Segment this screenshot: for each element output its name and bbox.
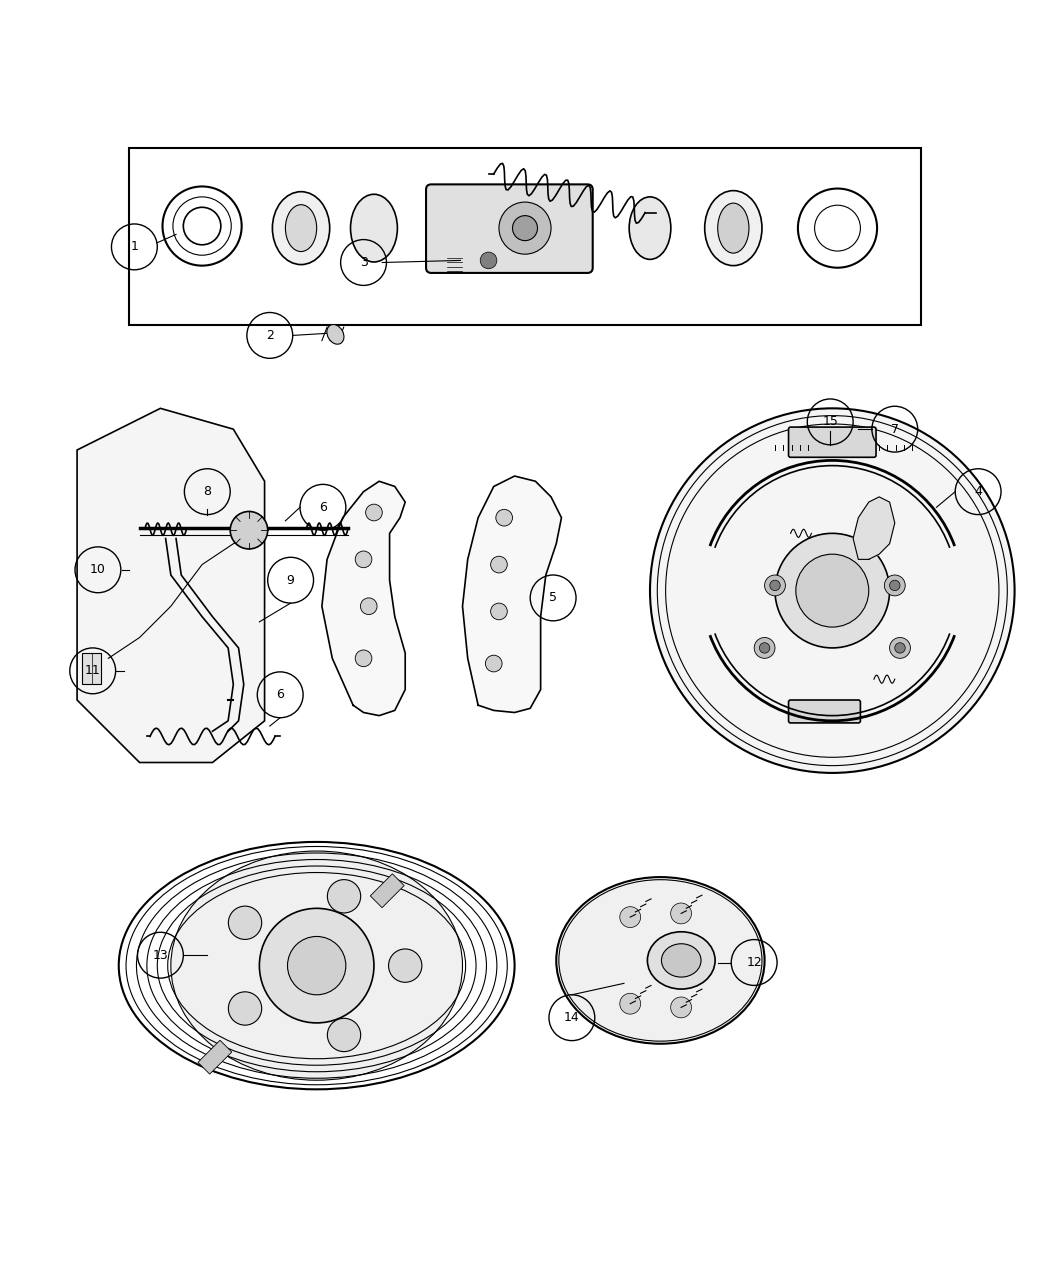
Text: 6: 6: [276, 688, 285, 701]
Ellipse shape: [705, 191, 762, 265]
Ellipse shape: [171, 850, 462, 1080]
Circle shape: [775, 533, 889, 648]
Circle shape: [355, 650, 372, 667]
Circle shape: [889, 580, 900, 590]
Circle shape: [671, 997, 692, 1017]
Ellipse shape: [718, 203, 749, 254]
Circle shape: [328, 880, 361, 913]
Text: 13: 13: [152, 949, 168, 961]
Text: 3: 3: [359, 256, 368, 269]
Circle shape: [650, 408, 1014, 773]
Circle shape: [355, 551, 372, 567]
Circle shape: [388, 949, 422, 982]
Ellipse shape: [648, 932, 715, 989]
Circle shape: [490, 556, 507, 572]
Text: 11: 11: [85, 664, 101, 677]
Text: 8: 8: [204, 486, 211, 499]
Circle shape: [512, 215, 538, 241]
Circle shape: [360, 598, 377, 615]
PathPatch shape: [77, 408, 265, 762]
Circle shape: [759, 643, 770, 653]
Bar: [129, 148, 921, 325]
Circle shape: [228, 907, 261, 940]
Circle shape: [496, 510, 512, 527]
FancyBboxPatch shape: [789, 700, 860, 723]
Circle shape: [895, 643, 905, 653]
Circle shape: [884, 575, 905, 595]
Ellipse shape: [556, 877, 764, 1044]
Circle shape: [770, 580, 780, 590]
Circle shape: [889, 638, 910, 658]
Bar: [197, 1040, 232, 1074]
Text: 4: 4: [974, 486, 982, 499]
Text: 14: 14: [564, 1011, 580, 1024]
Circle shape: [796, 555, 868, 627]
Circle shape: [480, 252, 497, 269]
FancyBboxPatch shape: [426, 185, 592, 273]
Text: 15: 15: [822, 416, 838, 428]
Ellipse shape: [662, 944, 701, 977]
Circle shape: [328, 1019, 361, 1052]
Bar: [82, 653, 101, 685]
Polygon shape: [462, 476, 562, 713]
Text: 10: 10: [90, 564, 106, 576]
Text: 2: 2: [266, 329, 274, 342]
Ellipse shape: [327, 325, 344, 344]
Text: 9: 9: [287, 574, 295, 586]
Circle shape: [230, 511, 268, 550]
Circle shape: [764, 575, 785, 595]
Circle shape: [485, 655, 502, 672]
Circle shape: [365, 504, 382, 520]
Polygon shape: [853, 497, 895, 560]
Bar: [371, 873, 404, 908]
Circle shape: [259, 908, 374, 1023]
Text: 7: 7: [890, 423, 899, 436]
Circle shape: [499, 201, 551, 254]
Ellipse shape: [351, 194, 397, 261]
Circle shape: [490, 603, 507, 620]
Circle shape: [754, 638, 775, 658]
Polygon shape: [322, 481, 405, 715]
Circle shape: [620, 993, 640, 1014]
Text: 5: 5: [549, 592, 558, 604]
Circle shape: [620, 907, 640, 927]
Circle shape: [288, 936, 345, 995]
Ellipse shape: [629, 196, 671, 259]
Text: 6: 6: [319, 501, 327, 514]
Circle shape: [228, 992, 261, 1025]
Text: 1: 1: [130, 241, 139, 254]
Text: 12: 12: [747, 956, 762, 969]
FancyBboxPatch shape: [789, 427, 876, 458]
Ellipse shape: [286, 205, 317, 251]
Circle shape: [671, 903, 692, 924]
Ellipse shape: [272, 191, 330, 265]
